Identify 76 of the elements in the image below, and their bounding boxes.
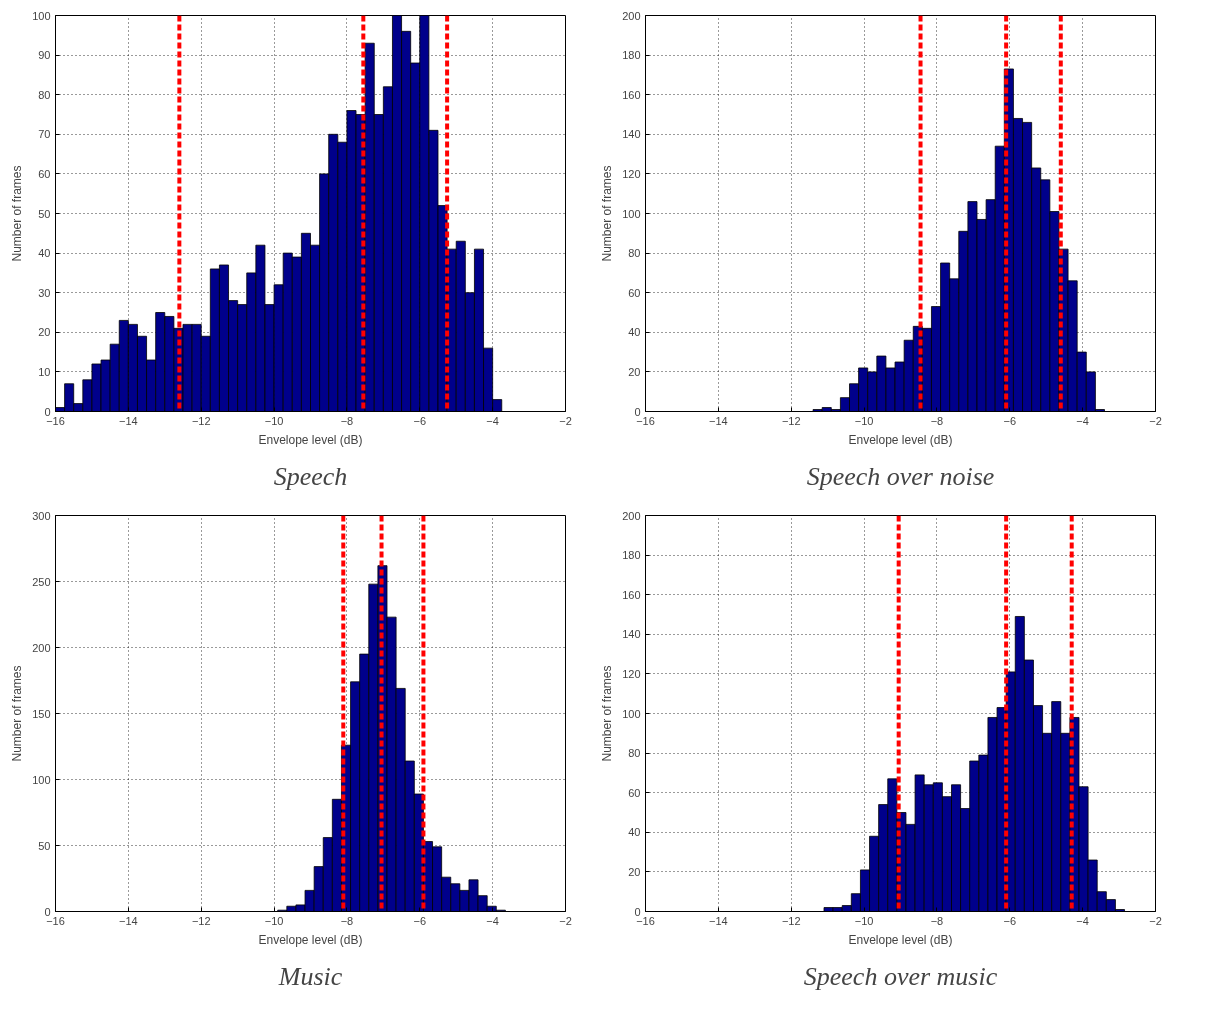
y-axis-title: Number of frames	[600, 665, 615, 762]
y-tick-label: 40	[628, 326, 641, 339]
y-tick-label: 180	[622, 49, 641, 62]
y-tick-label: 80	[628, 247, 641, 260]
y-tick-label: 200	[622, 9, 641, 22]
x-tick-label: −6	[413, 414, 427, 427]
y-tick-label: 60	[628, 786, 641, 799]
y-tick-label: 90	[38, 49, 51, 62]
y-tick-label: 40	[38, 247, 51, 260]
y-tick-label: 40	[628, 826, 641, 839]
text: Music	[277, 961, 343, 991]
y-tick-label: 100	[32, 9, 51, 22]
x-tick-label: −8	[930, 914, 944, 927]
y-tick-label: 160	[622, 588, 641, 601]
y-tick-label: 50	[38, 839, 51, 852]
y-tick-label: 250	[32, 575, 51, 588]
y-tick-label: 20	[628, 365, 641, 378]
y-tick-label: 200	[32, 641, 51, 654]
y-tick-label: 70	[38, 128, 51, 141]
x-tick-label: −2	[1149, 414, 1162, 427]
y-tick-label: 60	[628, 286, 641, 299]
y-tick-label: 80	[628, 747, 641, 760]
x-axis-title: Envelope level (dB)	[258, 932, 363, 947]
y-axis-title: Number of frames	[600, 165, 615, 262]
y-tick-label: 20	[38, 326, 51, 339]
y-axis-title: Number of frames	[10, 665, 25, 762]
y-tick-label: 100	[622, 707, 641, 720]
x-tick-label: −2	[559, 914, 572, 927]
y-tick-label: 140	[622, 128, 641, 141]
x-tick-label: −6	[413, 914, 427, 927]
y-tick-label: 80	[38, 88, 51, 101]
x-tick-label: −14	[119, 414, 138, 427]
y-tick-label: 60	[38, 167, 51, 180]
y-tick-label: 50	[38, 207, 51, 220]
text: Speech over music	[803, 961, 998, 991]
y-tick-label: 200	[622, 509, 641, 522]
x-tick-label: −12	[191, 914, 211, 927]
x-axis-title: Envelope level (dB)	[848, 932, 953, 947]
x-tick-label: −4	[1076, 914, 1089, 927]
y-tick-label: 160	[622, 88, 641, 101]
x-tick-label: −4	[1076, 414, 1089, 427]
y-tick-label: 100	[622, 207, 641, 220]
y-tick-label: 140	[622, 628, 641, 641]
x-tick-label: −8	[340, 414, 354, 427]
y-tick-label: 120	[622, 667, 641, 680]
x-tick-label: −4	[486, 414, 499, 427]
y-tick-label: 150	[32, 707, 51, 720]
x-tick-label: −6	[1003, 914, 1017, 927]
y-axis-title: Number of frames	[10, 165, 25, 262]
x-tick-label: −12	[191, 414, 211, 427]
y-tick-label: 180	[622, 549, 641, 562]
y-tick-label: 10	[38, 365, 51, 378]
y-tick-label: 300	[32, 509, 51, 522]
x-tick-label: −4	[486, 914, 499, 927]
x-tick-label: −8	[340, 914, 354, 927]
x-tick-label: −12	[781, 914, 801, 927]
y-tick-label: 30	[38, 286, 51, 299]
x-tick-label: −12	[781, 414, 801, 427]
x-tick-label: −14	[119, 914, 138, 927]
x-tick-label: −10	[854, 414, 874, 427]
x-tick-label: −8	[930, 414, 944, 427]
x-axis-title: Envelope level (dB)	[258, 432, 363, 447]
x-tick-label: −10	[264, 414, 284, 427]
text: Speech	[273, 461, 348, 491]
x-tick-label: −10	[264, 914, 284, 927]
x-tick-label: −6	[1003, 414, 1017, 427]
y-tick-label: 120	[622, 167, 641, 180]
x-tick-label: −2	[559, 414, 572, 427]
text: Speech over noise	[806, 461, 995, 491]
x-tick-label: −10	[854, 914, 874, 927]
x-tick-label: −14	[709, 914, 728, 927]
y-tick-label: 20	[628, 865, 641, 878]
x-axis-title: Envelope level (dB)	[848, 432, 953, 447]
x-tick-label: −14	[709, 414, 728, 427]
y-tick-label: 100	[32, 773, 51, 786]
x-tick-label: −2	[1149, 914, 1162, 927]
